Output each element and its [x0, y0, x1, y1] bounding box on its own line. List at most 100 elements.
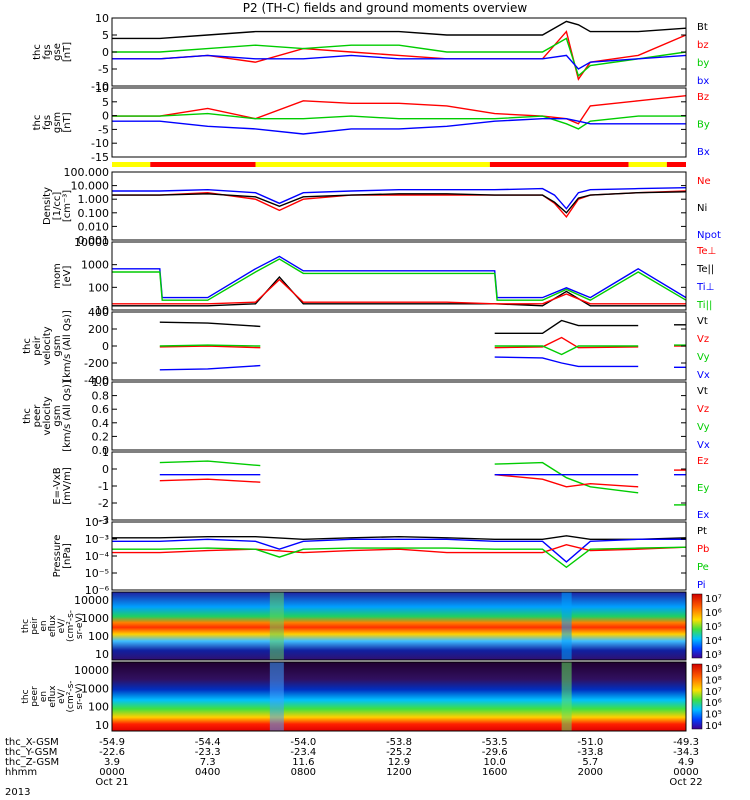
legend-entry: Bt — [697, 22, 708, 33]
panel-frame — [111, 381, 687, 451]
y-tick-label: 10 — [95, 648, 109, 661]
orbit-row-label: thc_Z-GSM — [5, 757, 59, 768]
y-axis-label-line: thc — [22, 408, 33, 424]
legend-entry: Vx — [697, 370, 710, 381]
legend-entry: Ni — [697, 203, 707, 214]
colorbar-tick-label: 10⁵ — [705, 622, 722, 633]
series-Ne-line — [112, 190, 687, 219]
spectrogram-peir-energy-flux: 10000 1000 100 10 thc peir en eflux eV/(cm²-s-sr… — [21, 591, 722, 661]
y-tick-label: 10 — [95, 12, 109, 25]
y-axis-label-line: eV/ — [57, 618, 67, 634]
y-tick-label: -2 — [98, 497, 109, 510]
spectrogram-frame — [111, 661, 687, 732]
orbit-row-value: 1200 — [386, 767, 411, 778]
series-Vt-line — [494, 319, 639, 334]
y-tick-label: 1000 — [81, 612, 109, 625]
y-tick-label: 100 — [88, 281, 109, 294]
legend-entry: Npot — [697, 230, 721, 241]
legend-entry: Vx — [697, 440, 710, 451]
y-axis-label-line: eV/ — [57, 688, 67, 704]
series-Bt-line — [112, 20, 687, 40]
legend-entry: bx — [697, 76, 709, 87]
mode-segment — [489, 162, 629, 167]
series-Te⊥-line — [112, 278, 686, 305]
orbit-row-value: -54.0 — [290, 737, 316, 748]
y-tick-label: 0.8 — [92, 390, 110, 403]
orbit-row-value: -49.3 — [673, 737, 699, 748]
orbit-row-value: -51.0 — [577, 737, 603, 748]
orbit-row-value: 3.9 — [104, 757, 120, 768]
y-axis-label-line: sr-eV) — [75, 683, 85, 709]
y-tick-label: 10⁻³ — [85, 533, 109, 546]
legend-entry: Ey — [697, 483, 709, 494]
spectrogram-event — [269, 592, 284, 660]
series-Pe-line — [112, 546, 687, 569]
y-axis-label-line: peir — [32, 335, 43, 355]
mode-bar — [112, 162, 686, 167]
mode-segment — [150, 162, 256, 167]
y-tick-label: 10⁻⁴ — [85, 550, 110, 563]
y-tick-label: 10.000 — [71, 180, 110, 193]
series-Vx-line — [159, 364, 261, 371]
colorbar-tick-label: 10⁵ — [705, 710, 722, 721]
panel-pressure: 10⁻² 10⁻³ 10⁻⁴ 10⁻⁵ 10⁻⁶ Pressure [nPa] Pt Pb Pe P… — [52, 516, 709, 597]
series-Vy-line — [159, 344, 261, 347]
y-axis-label: E=-VxB [mV/m] — [52, 467, 73, 505]
y-tick-label: -1 — [98, 480, 109, 493]
orbit-row-label: thc_Y-GSM — [5, 747, 57, 758]
series-Npot-line — [112, 187, 687, 210]
mode-segment — [112, 162, 151, 167]
legend-entry: Ne — [697, 176, 711, 187]
orbit-row-value: -33.8 — [577, 747, 603, 758]
y-axis-label-line: mom — [52, 263, 63, 289]
spectrogram-event — [269, 662, 284, 731]
series-Ey-line — [494, 461, 639, 494]
legend-entry: Bx — [697, 147, 710, 158]
panel-frame — [111, 521, 687, 591]
orbit-row-value: 2000 — [578, 767, 603, 778]
series-Ti⊥-line — [112, 255, 687, 299]
orbit-row-value: 0400 — [195, 767, 220, 778]
panel-temperature: 10000 1000 100 10 mom [eV] Te⊥ Te|| Ti⊥ Ti|| — [52, 236, 716, 317]
y-axis-label-line: gsm — [52, 112, 63, 133]
colorbar — [691, 663, 703, 730]
series-Ti||-line — [112, 258, 687, 301]
panel-electric-field: 1 0 -1 -2 -3 E=-VxB [mV/m] Ez Ey Ex — [52, 446, 709, 527]
y-axis-label-line: [nT] — [62, 112, 73, 132]
y-axis-label-line: thc — [32, 44, 43, 60]
y-tick-label: 0 — [102, 46, 109, 59]
y-axis-label-line: E=-VxB — [52, 467, 63, 504]
legend-entry: Pe — [697, 562, 709, 573]
y-tick-label: 1.0 — [92, 376, 110, 389]
y-tick-label: 5 — [102, 96, 109, 109]
colorbar-tick-label: 10⁶ — [705, 608, 722, 619]
series-bx-line — [112, 54, 687, 70]
y-tick-label: 10000 — [74, 594, 109, 607]
y-axis-label-line: thc — [32, 115, 43, 131]
orbit-row-value: -23.4 — [290, 747, 316, 758]
spectrogram-event — [561, 662, 572, 731]
y-axis-label: thc peir velocity gsm [km/s (All Qs)] — [22, 310, 73, 382]
spectrogram-field — [112, 592, 686, 660]
y-axis-label-line: [nPa] — [62, 543, 73, 569]
legend-entry: Vt — [697, 316, 708, 327]
orbit-row-value: -53.8 — [386, 737, 412, 748]
orbit-row-value: 4.9 — [678, 757, 694, 768]
orbit-row-value: 0000 — [673, 767, 698, 778]
legend-entry: Vy — [697, 352, 710, 363]
mode-segment — [628, 162, 667, 167]
y-tick-label: 1000 — [81, 682, 109, 695]
colorbar — [691, 593, 703, 659]
y-tick-label: 10⁻² — [85, 516, 109, 529]
colorbar-tick-label: 10⁸ — [705, 675, 722, 686]
series-by-line — [112, 37, 687, 78]
orbit-row-value: 11.6 — [292, 757, 314, 768]
colorbar-tick-label: 10⁷ — [705, 687, 722, 698]
y-axis-label-line: [cm⁻³] — [62, 190, 73, 222]
panel-frame — [111, 171, 687, 241]
series-Bz-line — [112, 95, 687, 125]
x-axis-labels: thc_X-GSM -54.9 -54.4 -54.0 -53.8 -53.5 -51.0-… — [5, 737, 703, 798]
